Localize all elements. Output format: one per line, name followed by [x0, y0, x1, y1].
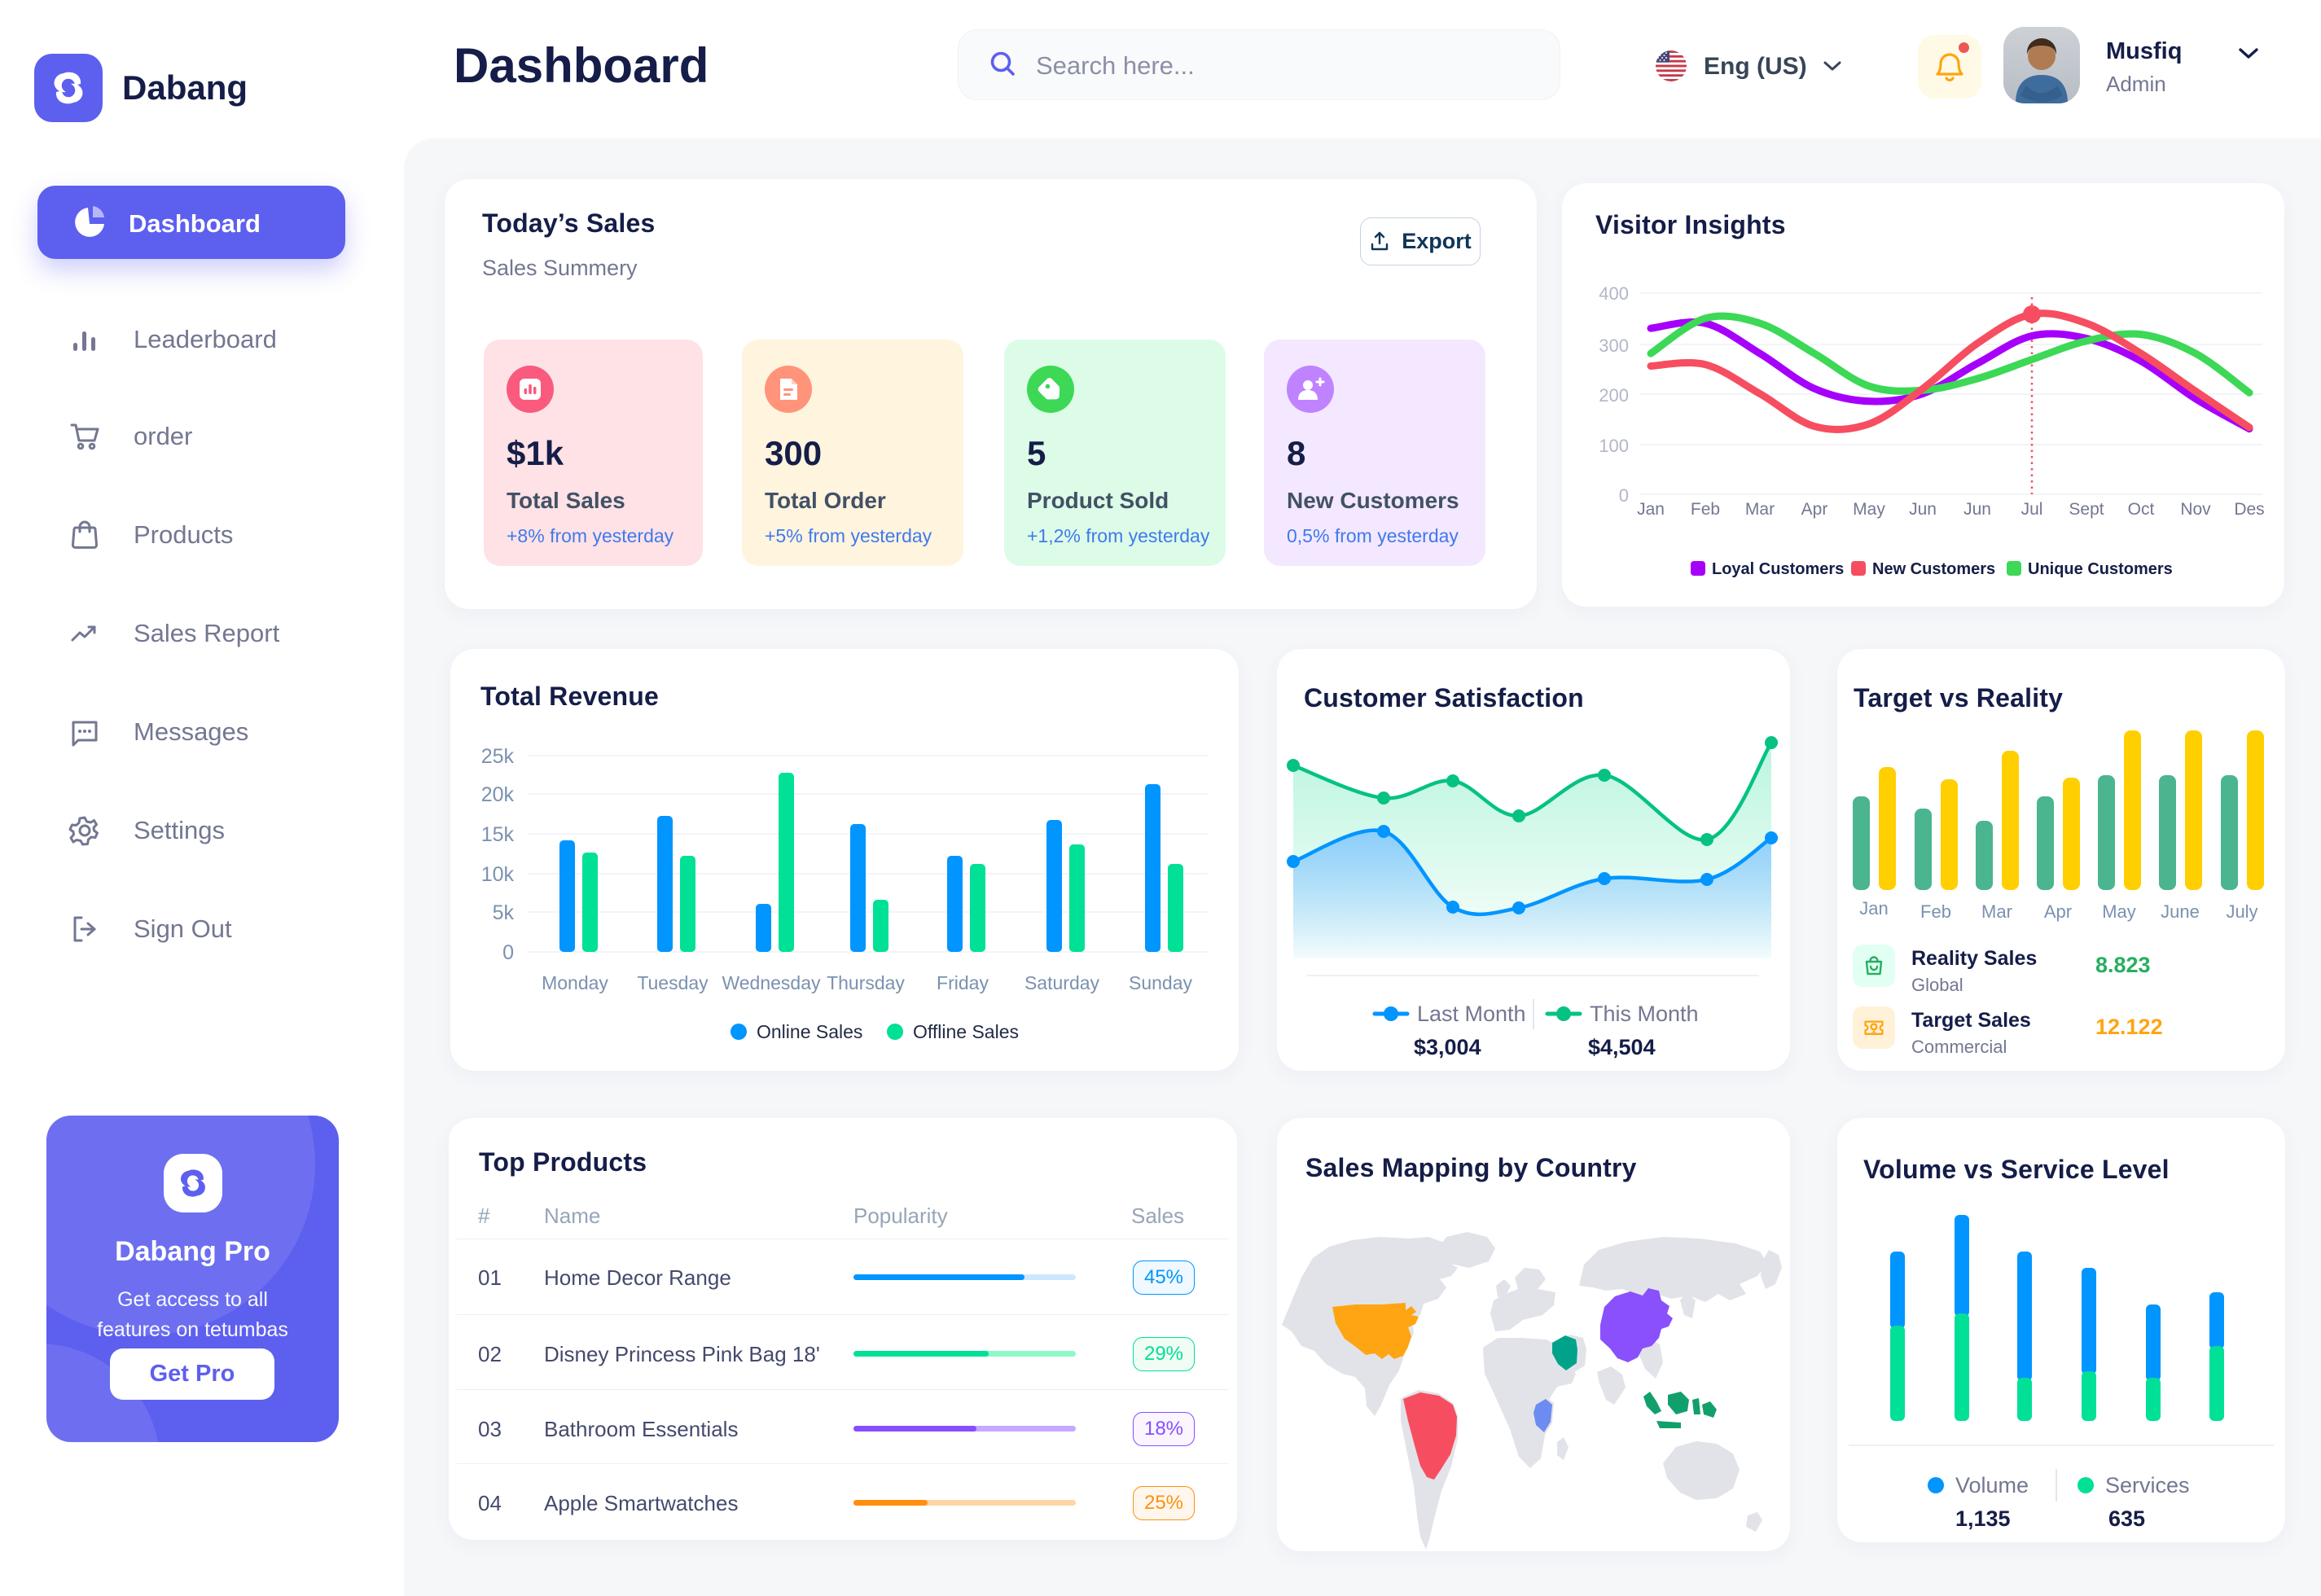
svg-text:20k: 20k [481, 783, 515, 806]
svg-text:Apr: Apr [2044, 901, 2072, 922]
svg-text:0: 0 [1619, 485, 1629, 506]
svg-text:300: 300 [1599, 335, 1629, 356]
svg-text:Sunday: Sunday [1129, 972, 1193, 993]
svg-text:100: 100 [1599, 436, 1629, 456]
svg-text:Volume: Volume [1955, 1473, 2029, 1497]
svg-text:Last Month: Last Month [1417, 1002, 1526, 1026]
svg-text:Jan: Jan [1637, 500, 1665, 519]
svg-text:Des: Des [2234, 500, 2264, 519]
svg-text:Nov: Nov [2180, 500, 2211, 519]
svg-text:Thursday: Thursday [827, 972, 905, 993]
svg-text:Feb: Feb [1691, 500, 1720, 519]
svg-text:May: May [2102, 901, 2136, 922]
svg-text:Mar: Mar [1745, 500, 1775, 519]
svg-text:New Customers: New Customers [1872, 560, 1995, 578]
svg-text:Wednesday: Wednesday [722, 972, 821, 993]
svg-text:635: 635 [2108, 1506, 2145, 1531]
svg-text:1,135: 1,135 [1955, 1506, 2011, 1531]
svg-text:Loyal Customers: Loyal Customers [1712, 560, 1844, 578]
svg-text:Tuesday: Tuesday [637, 972, 709, 993]
svg-text:June: June [2161, 901, 2200, 922]
svg-text:Jul: Jul [2021, 500, 2043, 519]
svg-text:$4,504: $4,504 [1588, 1035, 1656, 1059]
svg-text:Oct: Oct [2128, 500, 2155, 519]
svg-text:Mar: Mar [1981, 901, 2012, 922]
svg-text:Jan: Jan [1859, 898, 1888, 919]
svg-text:Feb: Feb [1920, 901, 1951, 922]
svg-text:Friday: Friday [937, 972, 989, 993]
svg-text:400: 400 [1599, 283, 1629, 304]
svg-text:5k: 5k [493, 901, 515, 924]
svg-text:This Month: This Month [1590, 1002, 1699, 1026]
svg-text:July: July [2226, 901, 2257, 922]
svg-text:$3,004: $3,004 [1414, 1035, 1481, 1059]
svg-text:200: 200 [1599, 385, 1629, 406]
svg-text:Unique Customers: Unique Customers [2028, 560, 2173, 578]
svg-text:Monday: Monday [542, 972, 608, 993]
svg-text:Apr: Apr [1801, 500, 1828, 519]
svg-text:Online Sales: Online Sales [757, 1021, 862, 1042]
svg-text:15k: 15k [481, 823, 515, 846]
svg-text:25k: 25k [481, 745, 515, 768]
svg-text:Saturday: Saturday [1024, 972, 1100, 993]
svg-text:May: May [1853, 500, 1885, 519]
svg-text:Jun: Jun [1909, 500, 1937, 519]
svg-text:Services: Services [2105, 1473, 2190, 1497]
svg-text:Offline Sales: Offline Sales [913, 1021, 1019, 1042]
svg-text:Jun: Jun [1963, 500, 1991, 519]
svg-text:Sept: Sept [2069, 500, 2104, 519]
svg-text:10k: 10k [481, 863, 515, 886]
svg-text:0: 0 [502, 941, 514, 964]
